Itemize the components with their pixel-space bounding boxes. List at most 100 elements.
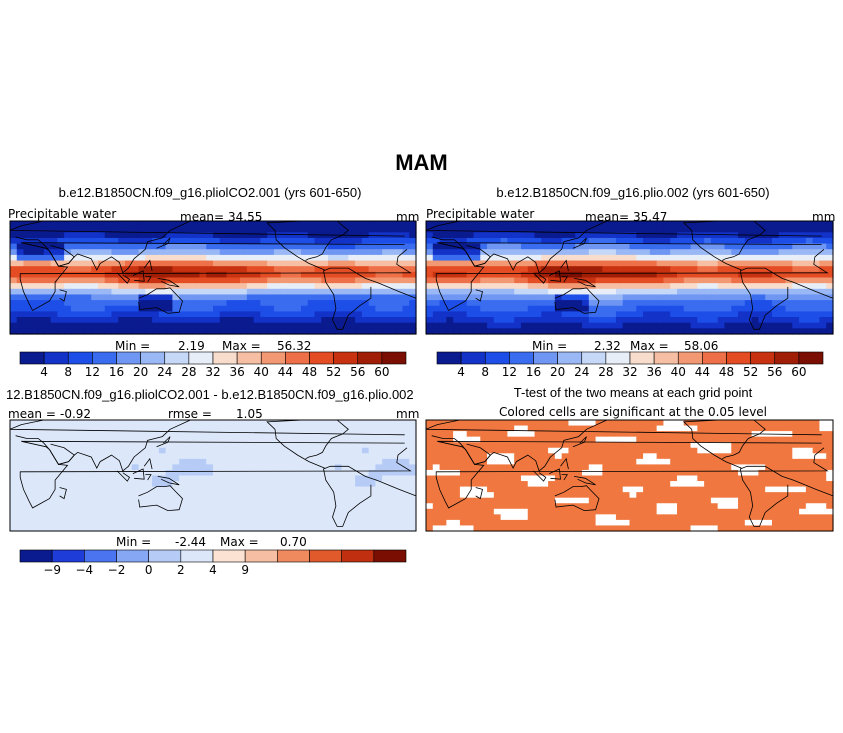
panel2-colorbar-tick-label: 60 bbox=[791, 365, 806, 379]
panel1-colorbar-box bbox=[116, 351, 141, 365]
panel2-max-value: 58.06 bbox=[684, 339, 719, 353]
panel1-colorbar-tick-label: 36 bbox=[229, 365, 244, 379]
panel3-colorbar: −9 −4 −2 0 2 4 9 bbox=[19, 549, 407, 577]
panel2-variable: Precipitable water bbox=[426, 207, 535, 221]
panel2-colorbar-tick-label: 44 bbox=[695, 365, 710, 379]
panel2-colorbar-box bbox=[436, 351, 462, 365]
panel4-map-field bbox=[426, 420, 834, 532]
panel2-map-field bbox=[426, 221, 834, 335]
panel1-colorbar-tick-label: 16 bbox=[109, 365, 124, 379]
panel1-max-value: 56.32 bbox=[277, 339, 312, 353]
panel2-colorbar-box bbox=[460, 351, 486, 365]
panel1-colorbar-tick-label: 4 bbox=[40, 365, 48, 379]
panel1-min-label: Min = bbox=[115, 339, 151, 353]
panel3-map-frame bbox=[9, 419, 417, 532]
panel3-min-label: Min = bbox=[116, 535, 152, 549]
panel1-colorbar-tick-label: 28 bbox=[181, 365, 196, 379]
panel2-colorbar-tick-label: 20 bbox=[550, 365, 565, 379]
panel3-colorbar-tick-label: −4 bbox=[75, 563, 93, 577]
panel2-colorbar-box bbox=[726, 351, 751, 365]
panel3-colorbar-tick-label: −9 bbox=[43, 563, 61, 577]
panel1-colorbar-box bbox=[67, 351, 93, 365]
panel1-colorbar-box bbox=[164, 351, 190, 365]
panel4-map bbox=[425, 419, 834, 532]
panel2-colorbar-box bbox=[798, 351, 824, 365]
panel2-map bbox=[425, 220, 834, 335]
panel1-map-field bbox=[10, 221, 417, 335]
panel3-colorbar-box bbox=[309, 549, 342, 563]
panel2-colorbar-tick-label: 8 bbox=[481, 365, 489, 379]
panel3-colorbar-tick-label: 2 bbox=[177, 563, 185, 577]
panel1-colorbar-tick-label: 20 bbox=[133, 365, 148, 379]
panel2-colorbar-box bbox=[702, 351, 727, 365]
panel1-colorbar-box bbox=[236, 351, 262, 365]
panel3-colorbar-tick-label: 9 bbox=[241, 563, 249, 577]
panel1-colorbar-tick-label: 40 bbox=[254, 365, 269, 379]
panel2-colorbar-tick-label: 16 bbox=[526, 365, 541, 379]
panel2-colorbar-tick-label: 40 bbox=[671, 365, 686, 379]
panel3-colorbar-box bbox=[51, 549, 85, 563]
panel3-colorbar-box bbox=[212, 549, 246, 563]
panel3-colorbar-box bbox=[19, 549, 53, 563]
panel3-colorbar-box bbox=[277, 549, 310, 563]
panel1-colorbar-box bbox=[188, 351, 214, 365]
panel2-colorbar-box bbox=[509, 351, 534, 365]
panel1-min-value: 2.19 bbox=[178, 339, 205, 353]
panel3-map bbox=[9, 419, 417, 532]
panel1-colorbar-tick-label: 52 bbox=[326, 365, 341, 379]
figure-title: MAM bbox=[395, 150, 448, 175]
panel2-colorbar-box bbox=[653, 351, 679, 365]
panel2-colorbar-box bbox=[533, 351, 558, 365]
panel2-colorbar-tick-label: 28 bbox=[598, 365, 613, 379]
panel1-colorbar-box bbox=[92, 351, 117, 365]
panel2-colorbar-tick-label: 4 bbox=[457, 365, 465, 379]
panel1-colorbar-tick-label: 8 bbox=[64, 365, 72, 379]
panel3-colorbar-box bbox=[116, 549, 149, 563]
panel4-title: T-test of the two means at each grid poi… bbox=[513, 385, 753, 400]
panel1-colorbar-box bbox=[357, 351, 383, 365]
panel3-map-field bbox=[10, 420, 417, 532]
panel1-colorbar-box bbox=[140, 351, 166, 365]
panel3-colorbar-tick-label: −2 bbox=[108, 563, 126, 577]
panel1-colorbar-box bbox=[19, 351, 45, 365]
panel2-min-value: 2.32 bbox=[594, 339, 621, 353]
panel1-colorbar-box bbox=[285, 351, 310, 365]
panel2-colorbar-box bbox=[581, 351, 607, 365]
panel3-max-label: Max = bbox=[220, 535, 259, 549]
panel1-colorbar-box bbox=[381, 351, 407, 365]
panel3-colorbar-tick-label: 4 bbox=[209, 563, 217, 577]
panel1-colorbar-box bbox=[260, 351, 286, 365]
panel3-colorbar-box bbox=[341, 549, 375, 563]
panel2-colorbar-box bbox=[629, 351, 655, 365]
panel3-colorbar-tick-label: 0 bbox=[145, 563, 153, 577]
panel1-colorbar: 4 8 12 16 20 24 28 32 36 40 44 48 52 56 60 bbox=[19, 351, 407, 379]
panel1-colorbar-tick-label: 32 bbox=[205, 365, 220, 379]
panel2-colorbar: 4 8 12 16 20 24 28 32 36 40 44 48 52 56 60 bbox=[436, 351, 824, 379]
panel1-max-label: Max = bbox=[222, 339, 261, 353]
panel2-max-label: Max = bbox=[630, 339, 669, 353]
panel2-colorbar-box bbox=[605, 351, 631, 365]
panel2-colorbar-box bbox=[557, 351, 583, 365]
panel2-colorbar-tick-label: 24 bbox=[574, 365, 589, 379]
panel1-colorbar-tick-label: 60 bbox=[374, 365, 389, 379]
panel4-subtitle: Colored cells are significant at the 0.0… bbox=[498, 405, 768, 419]
panel2-min-label: Min = bbox=[532, 339, 568, 353]
panel3-colorbar-box bbox=[244, 549, 278, 563]
panel2-colorbar-box bbox=[677, 351, 703, 365]
panel2-colorbar-tick-label: 32 bbox=[622, 365, 637, 379]
panel2-colorbar-tick-label: 56 bbox=[767, 365, 782, 379]
panel2-map-frame bbox=[425, 220, 834, 335]
panel1-colorbar-tick-label: 44 bbox=[278, 365, 293, 379]
panel3-units: mm bbox=[396, 407, 420, 421]
panel3-title: 12.B1850CN.f09_g16.pliolCO2.001 - b.e12.… bbox=[6, 387, 414, 402]
panel3-min-value: -2.44 bbox=[175, 535, 207, 549]
panel3-colorbar-box bbox=[84, 549, 117, 563]
panel3-rmse-label: rmse = bbox=[168, 407, 212, 421]
panel1-map bbox=[9, 220, 417, 335]
panel1-colorbar-tick-label: 56 bbox=[350, 365, 365, 379]
panel3-colorbar-box bbox=[180, 549, 214, 563]
panel3-rmse-value: 1.05 bbox=[236, 407, 263, 421]
panel1-colorbar-tick-label: 24 bbox=[157, 365, 172, 379]
panel2-colorbar-box bbox=[484, 351, 510, 365]
panel1-title: b.e12.B1850CN.f09_g16.pliolCO2.001 (yrs … bbox=[58, 185, 362, 200]
